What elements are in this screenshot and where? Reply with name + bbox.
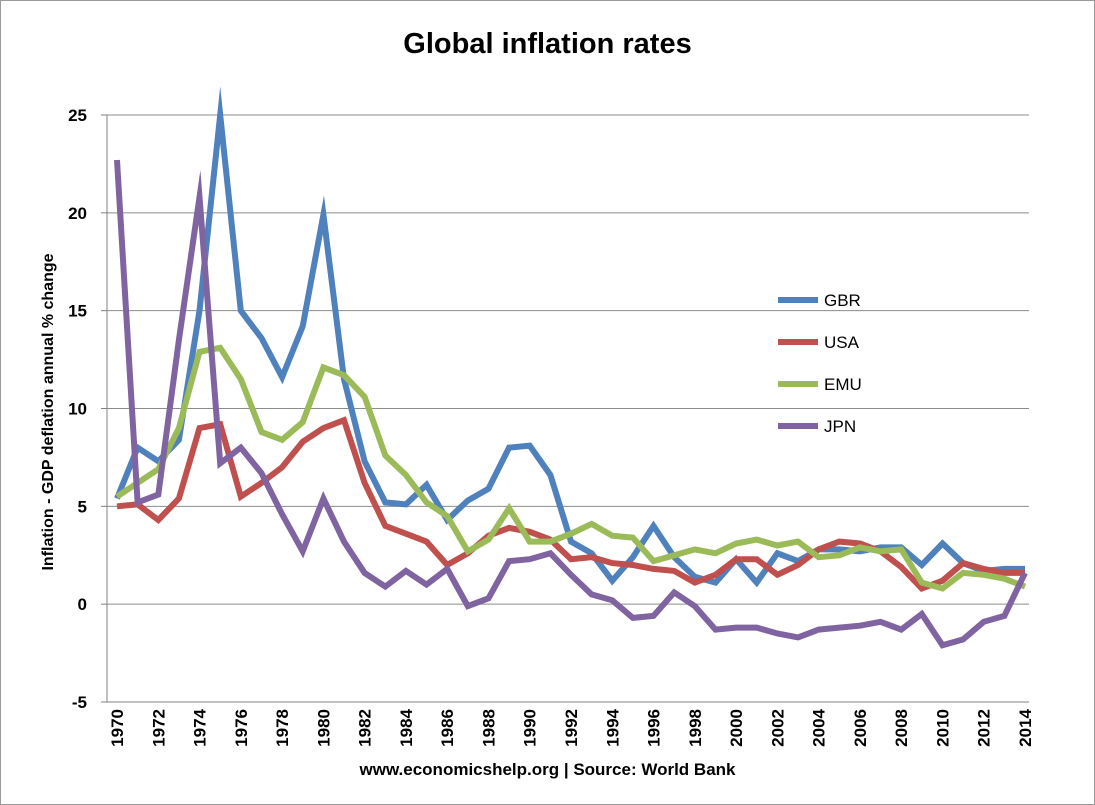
x-tick-label: 1980 [314, 709, 333, 747]
x-tick-label: 1976 [232, 709, 251, 747]
legend-label-gbr: GBR [824, 291, 861, 310]
legend-label-usa: USA [824, 333, 860, 352]
x-tick-label: 1994 [603, 708, 622, 746]
y-tick-label: 15 [68, 302, 87, 321]
axes [106, 115, 1029, 703]
x-tick-label: 2014 [1016, 708, 1035, 746]
series-line-jpn [114, 159, 1028, 649]
x-tick-label: 1972 [149, 709, 168, 747]
series-line-emu [115, 344, 1027, 592]
x-tick-label: 2000 [727, 709, 746, 747]
gridlines [101, 114, 1029, 703]
x-tick-label: 2008 [892, 709, 911, 747]
x-tick-label: 1992 [562, 709, 581, 747]
x-tick-label: 2012 [975, 709, 994, 747]
x-tick-label: 1978 [273, 709, 292, 747]
x-tick-label: 1974 [191, 708, 210, 746]
x-tick-label: 1970 [108, 709, 127, 747]
y-tick-label: 20 [68, 204, 87, 223]
y-tick-label: 5 [78, 497, 87, 516]
x-tick-label: 2010 [933, 709, 952, 747]
x-tick-label: 2004 [810, 708, 829, 746]
y-tick-label: 10 [68, 400, 87, 419]
x-tick-label: 1998 [686, 709, 705, 747]
legend-label-jpn: JPN [824, 417, 856, 436]
series-lines [114, 86, 1028, 649]
y-tick-label: -5 [72, 693, 87, 712]
y-axis-label: Inflation - GDP deflation annual % chang… [40, 253, 57, 570]
series-line-gbr [114, 86, 1025, 588]
x-tick-label: 1986 [438, 709, 457, 747]
x-tick-label: 1984 [397, 708, 416, 746]
x-tick-label: 2006 [851, 709, 870, 747]
x-tick-label: 1988 [479, 709, 498, 747]
legend-label-emu: EMU [824, 375, 862, 394]
y-tick-label: 0 [78, 595, 87, 614]
x-tick-label: 1996 [645, 709, 664, 747]
x-tick-label: 1982 [356, 709, 375, 747]
y-tick-labels: -5 0 5 10 15 20 25 [68, 106, 87, 712]
legend: GBR USA EMU JPN [778, 291, 862, 436]
x-tick-label: 1990 [521, 709, 540, 747]
series-line-usa [116, 416, 1025, 593]
x-tick-label: 2002 [768, 709, 787, 747]
y-tick-label: 25 [68, 106, 87, 125]
x-tick-labels: 1970 1972 1974 1976 1978 1980 1982 1984 1986 1988… [108, 708, 1035, 746]
chart-title: Global inflation rates [403, 28, 692, 60]
source-footer: www.economicshelp.org | Source: World Ba… [359, 760, 736, 779]
